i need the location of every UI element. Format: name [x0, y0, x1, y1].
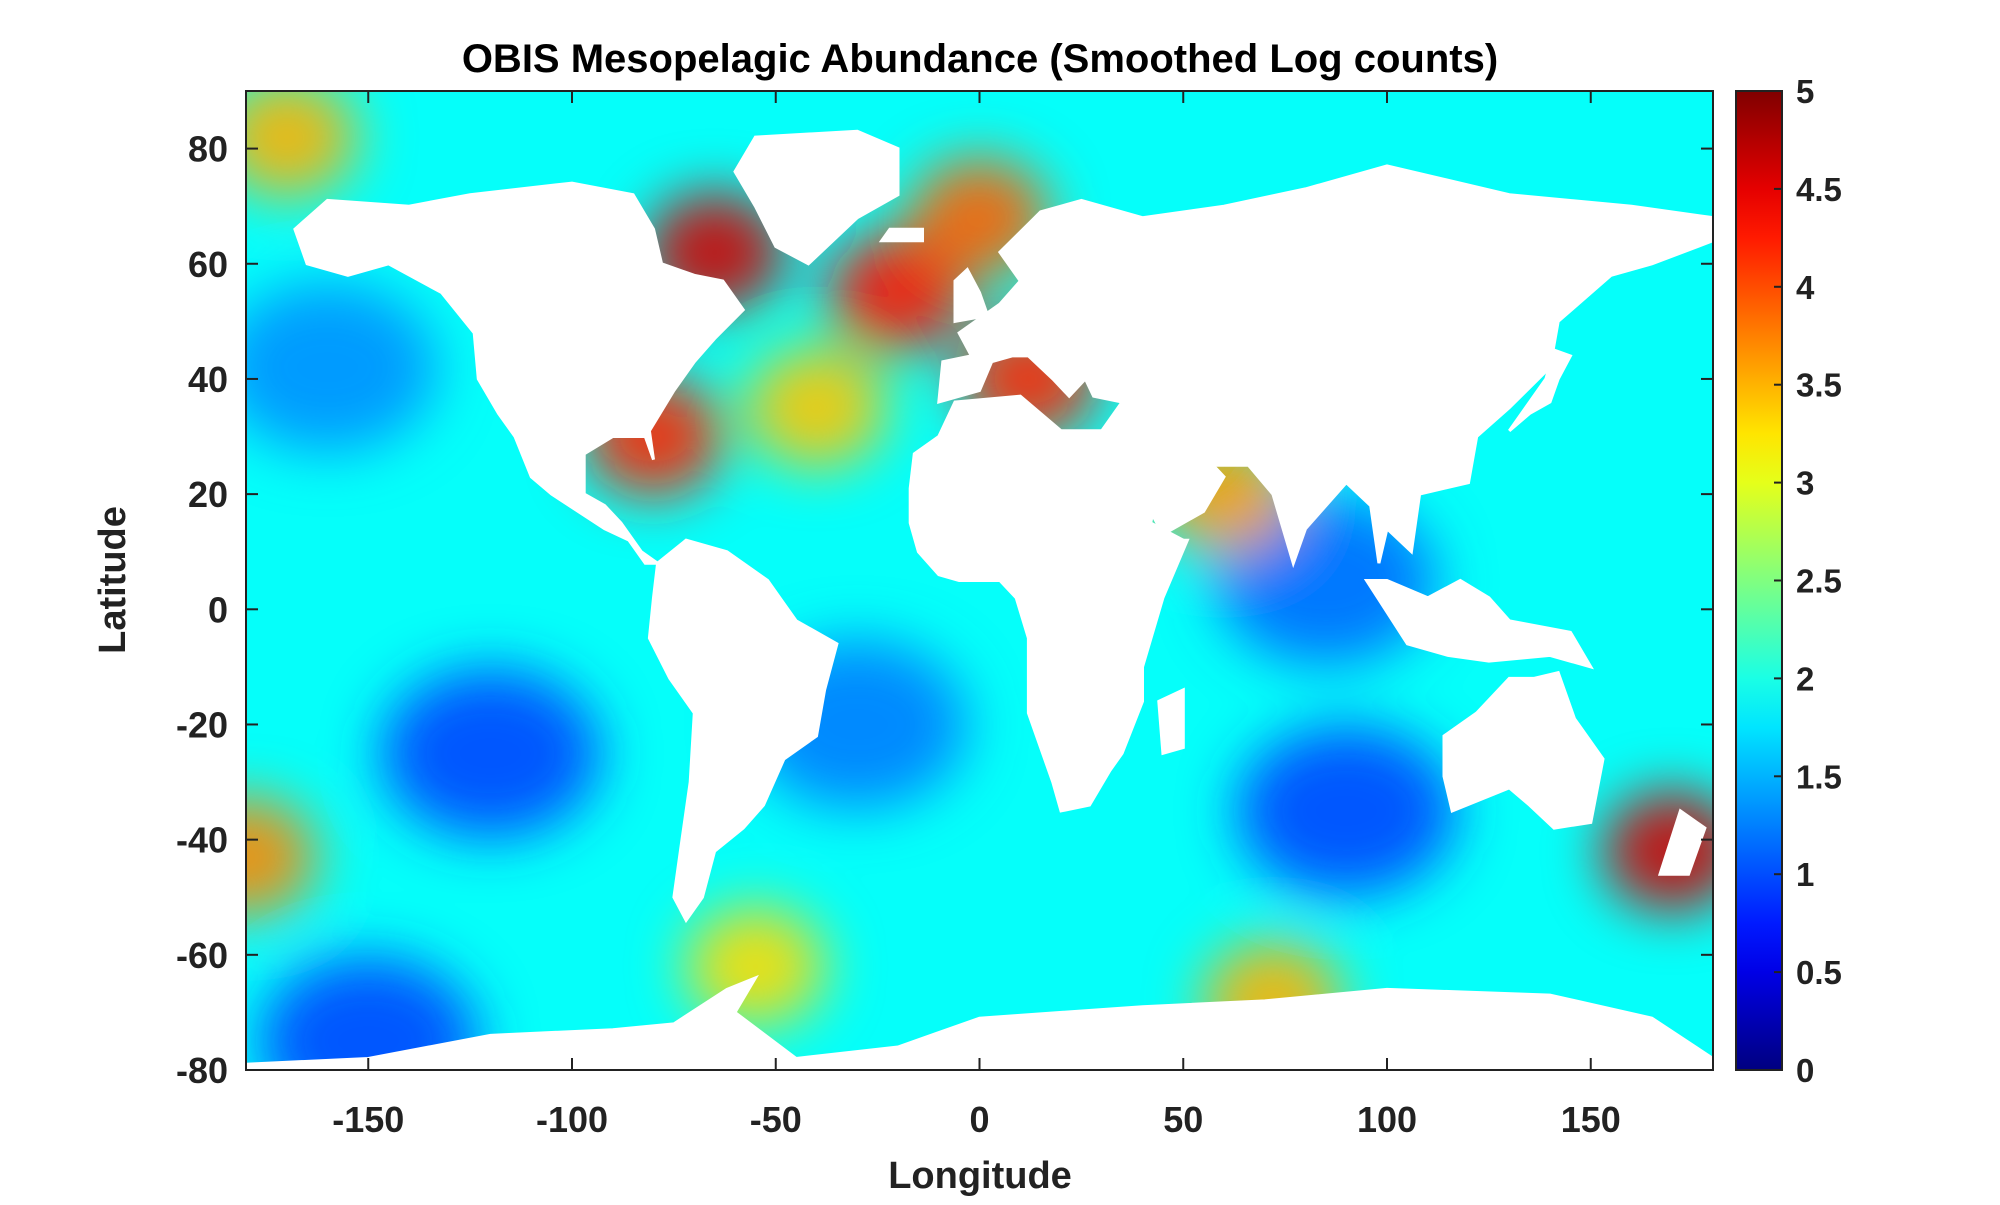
x-tick-label: 0	[969, 1099, 989, 1140]
colorbar-tick-label: 0.5	[1796, 954, 1842, 991]
x-tick-label: 100	[1357, 1099, 1417, 1140]
colorbar-tick-label: 1	[1796, 856, 1814, 893]
hotspot-2	[828, 232, 968, 353]
colorbar-tick-label: 3	[1796, 465, 1814, 502]
x-tick-label: -150	[332, 1099, 404, 1140]
low-region-0	[380, 668, 601, 839]
colorbar-ticks: 0 0.5 1 1.5 2 2.5 3 3.5 4 4.5 5	[1774, 73, 1842, 1089]
low-region-1	[1236, 725, 1457, 896]
colorbar: 0 0.5 1 1.5 2 2.5 3 3.5 4 4.5 5	[1735, 73, 1842, 1089]
hotspot-8	[246, 91, 357, 198]
colorbar-tick-label: 0	[1796, 1052, 1814, 1089]
colorbar-tick-label: 4.5	[1796, 171, 1842, 208]
land-uk	[953, 267, 990, 324]
y-tick-label: -40	[176, 820, 228, 861]
y-tick-label: 0	[208, 589, 228, 630]
land-madagascar	[1157, 687, 1185, 756]
colorbar-tick-label: 5	[1796, 73, 1814, 110]
land-australia	[1442, 670, 1605, 830]
plot-area	[246, 91, 1713, 1070]
colorbar-tick-label: 3.5	[1796, 367, 1842, 404]
chart-title: OBIS Mesopelagic Abundance (Smoothed Log…	[462, 37, 1498, 81]
y-tick-label: 20	[188, 474, 228, 515]
low-region-3	[246, 282, 438, 453]
x-tick-label: -100	[536, 1099, 608, 1140]
y-tick-label: 60	[188, 244, 228, 285]
y-tick-label: -80	[176, 1050, 228, 1091]
colorbar-tick-label: 1.5	[1796, 758, 1842, 795]
x-tick-label: 150	[1561, 1099, 1621, 1140]
x-tick-label: 50	[1163, 1099, 1203, 1140]
land-antarctica	[246, 974, 1713, 1070]
x-axis: -150 -100 -50 0 50 100 150	[332, 91, 1621, 1140]
land-arabia	[1119, 435, 1226, 537]
land-indonesia	[1363, 578, 1594, 670]
land-iceland	[878, 227, 924, 243]
y-tick-label: -60	[176, 935, 228, 976]
abundance-field	[246, 91, 1713, 1070]
land-new-zealand	[1657, 808, 1707, 876]
land-mask	[246, 129, 1713, 1070]
land-north-america	[293, 181, 746, 565]
colorbar-tick-label: 2.5	[1796, 563, 1842, 600]
colorbar-tick-label: 2	[1796, 660, 1814, 697]
x-tick-label: -50	[750, 1099, 802, 1140]
colorbar-tick-label: 4	[1796, 269, 1815, 306]
hotspot-7	[746, 347, 887, 468]
y-tick-label: 80	[188, 129, 228, 170]
land-greenland	[733, 129, 900, 266]
land-japan	[1508, 348, 1573, 432]
y-axis-label: Latitude	[92, 506, 134, 654]
y-tick-label: 40	[188, 359, 228, 400]
hotspot-9	[246, 796, 316, 917]
x-axis-label: Longitude	[888, 1155, 1072, 1197]
land-south-america	[647, 538, 839, 924]
low-region-4	[258, 956, 479, 1070]
y-tick-label: -20	[176, 704, 228, 745]
land-africa	[908, 394, 1190, 813]
y-axis: 80 60 40 20 0 -20 -40 -60 -80	[176, 129, 1713, 1091]
